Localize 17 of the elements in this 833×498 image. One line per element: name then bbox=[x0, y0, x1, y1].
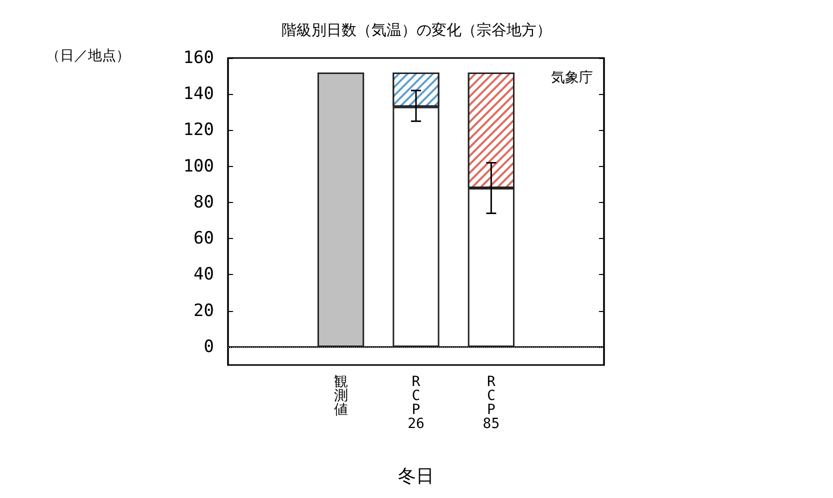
bar bbox=[317, 72, 364, 347]
y-axis-title: （日／地点） bbox=[46, 47, 130, 63]
y-tick-label: 20 bbox=[194, 300, 214, 321]
x-tick-label: RCP85 bbox=[482, 374, 500, 432]
x-axis-title: 冬日 bbox=[398, 466, 434, 486]
chart-title: 階級別日数（気温）の変化（宗谷地方） bbox=[282, 22, 552, 39]
y-tick-label: 160 bbox=[183, 48, 214, 68]
y-tick-label: 80 bbox=[194, 192, 214, 212]
x-tick-label: RCP26 bbox=[408, 374, 424, 432]
y-tick-label: 100 bbox=[183, 156, 214, 176]
y-tick-label: 60 bbox=[194, 228, 214, 249]
y-tick-label: 0 bbox=[204, 336, 214, 357]
y-tick-label: 40 bbox=[194, 264, 214, 285]
y-tick-label: 140 bbox=[183, 84, 214, 104]
x-tick-label: 観測値 bbox=[334, 374, 348, 418]
annotation: 気象庁 bbox=[551, 69, 593, 85]
y-tick-label: 120 bbox=[183, 120, 214, 140]
